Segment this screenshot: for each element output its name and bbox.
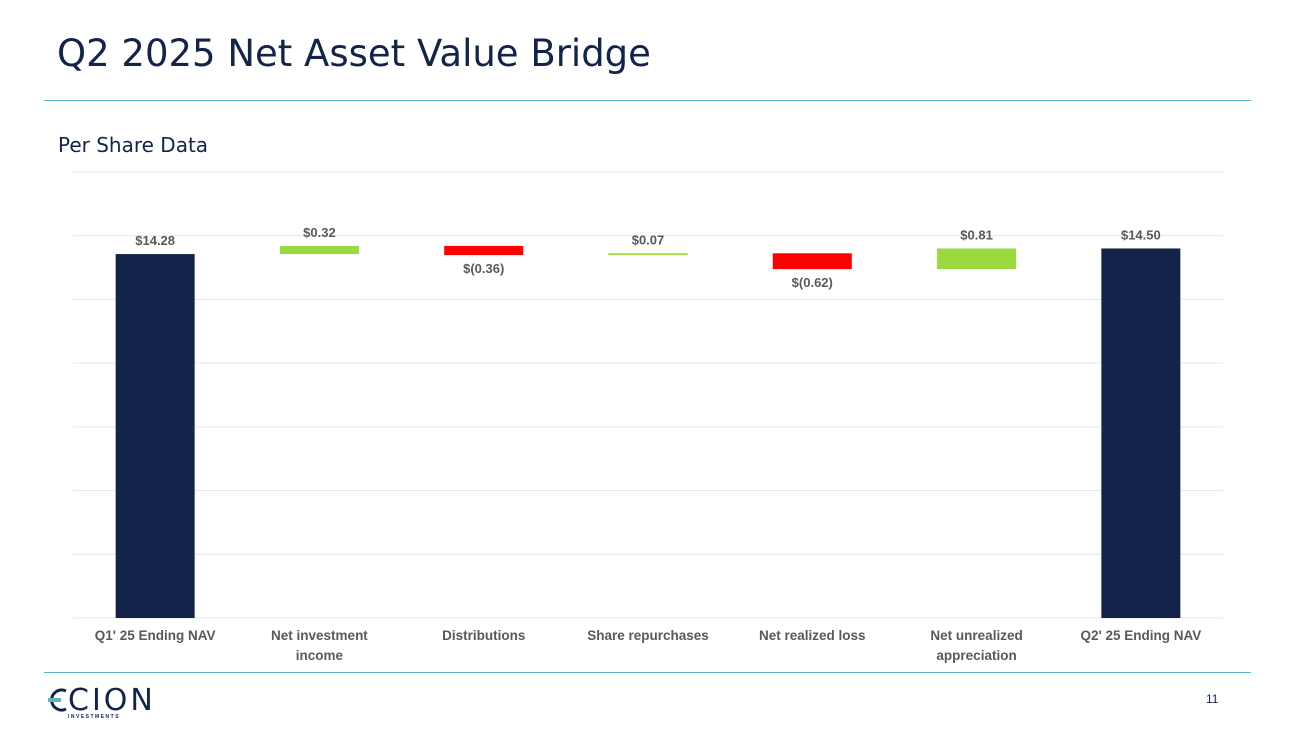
data-label: $14.50 bbox=[1121, 227, 1161, 242]
category-label: Share repurchases bbox=[587, 628, 709, 643]
bar-total bbox=[115, 254, 195, 618]
category-label: appreciation bbox=[936, 648, 1016, 663]
footer-divider bbox=[44, 672, 1251, 673]
chart-subtitle: Per Share Data bbox=[58, 133, 209, 157]
category-label: Net realized loss bbox=[759, 628, 866, 643]
company-logo: CION INVESTMENTS bbox=[46, 683, 153, 722]
category-label: Q2' 25 Ending NAV bbox=[1080, 628, 1201, 643]
logo-wordmark: CION bbox=[68, 683, 156, 718]
page-number: 11 bbox=[1206, 692, 1219, 706]
bar-increase bbox=[608, 253, 688, 256]
category-label: Net investment bbox=[271, 628, 368, 643]
logo-c-mark bbox=[48, 688, 67, 712]
bar-decrease bbox=[444, 245, 524, 256]
logo-tagline: INVESTMENTS bbox=[68, 714, 121, 720]
bar-increase bbox=[937, 248, 1017, 270]
title-divider bbox=[44, 100, 1251, 101]
bar-increase bbox=[279, 245, 359, 255]
data-label: $(0.36) bbox=[463, 261, 504, 276]
category-label: Q1' 25 Ending NAV bbox=[95, 628, 216, 643]
category-label: Net unrealized bbox=[930, 628, 1022, 643]
data-label: $(0.62) bbox=[792, 275, 833, 290]
data-label: $0.32 bbox=[303, 225, 336, 240]
data-label: $14.28 bbox=[135, 233, 175, 248]
category-label: income bbox=[296, 648, 344, 663]
bar-total bbox=[1101, 248, 1181, 618]
data-label: $0.81 bbox=[960, 227, 993, 242]
data-label: $0.07 bbox=[632, 232, 665, 247]
slide-title: Q2 2025 Net Asset Value Bridge bbox=[57, 32, 651, 75]
bar-decrease bbox=[772, 253, 852, 270]
category-label: Distributions bbox=[442, 628, 525, 643]
